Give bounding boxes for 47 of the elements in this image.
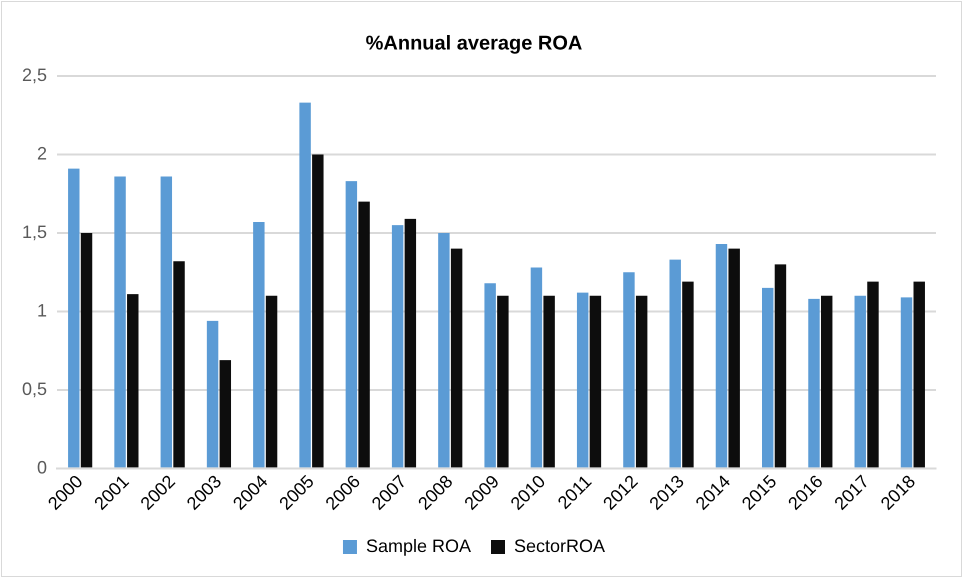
bar — [867, 282, 879, 468]
bar — [358, 202, 370, 468]
bar — [636, 296, 648, 468]
bar — [497, 296, 509, 468]
bar — [576, 292, 588, 468]
bar — [127, 294, 138, 468]
bar — [808, 298, 820, 468]
bar — [762, 288, 774, 468]
bar — [854, 296, 866, 468]
bar — [404, 218, 416, 468]
bar — [438, 232, 450, 468]
y-tick-label: 1 — [37, 300, 48, 320]
bar — [543, 296, 555, 468]
bar — [220, 360, 232, 468]
bar — [160, 176, 172, 468]
y-tick-label: 0,5 — [22, 378, 48, 399]
bar — [669, 260, 681, 468]
bar — [206, 320, 218, 468]
bar — [80, 232, 92, 468]
bar — [900, 297, 912, 468]
y-tick-label: 2 — [37, 143, 48, 164]
bar — [914, 282, 925, 468]
bar — [450, 248, 462, 468]
bar — [728, 248, 740, 468]
bar — [68, 168, 80, 468]
bar — [716, 244, 728, 468]
bar — [312, 154, 324, 468]
bar — [299, 102, 311, 468]
bar — [820, 296, 832, 468]
legend-label: Sample ROA — [366, 536, 472, 556]
bar — [484, 283, 496, 468]
bar — [774, 264, 786, 468]
legend-label: SectorROA — [514, 536, 606, 556]
bar — [346, 181, 358, 468]
y-tick-label: 2,5 — [22, 64, 48, 85]
bar — [114, 176, 126, 468]
bar — [266, 296, 278, 468]
bar — [253, 222, 265, 468]
bar — [590, 296, 602, 468]
bar — [623, 272, 635, 468]
bar — [173, 261, 185, 468]
chart-title: %Annual average ROA — [366, 32, 582, 55]
bar — [392, 225, 404, 468]
bar — [530, 267, 542, 468]
y-tick-label: 1,5 — [22, 222, 48, 242]
y-tick-label: 0 — [37, 457, 48, 478]
bar — [682, 282, 694, 468]
